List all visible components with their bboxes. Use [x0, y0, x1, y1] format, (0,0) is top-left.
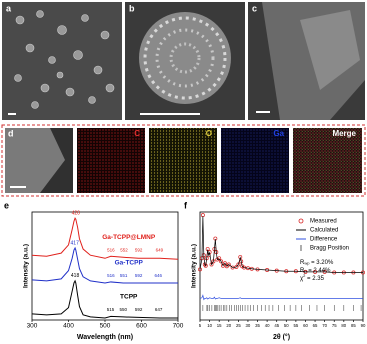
x-tick-label: 25 [236, 323, 241, 328]
x-tick-label: 70 [322, 323, 327, 328]
x-tick-label: 5 [199, 323, 202, 328]
x-tick-label: 90 [361, 323, 366, 328]
series-label: Ga-TCPP@LMNP [102, 234, 156, 241]
peak-label: 418 [71, 273, 80, 279]
profile-line [199, 294, 363, 301]
series-label: Ga-TCPP [115, 260, 144, 267]
x-tick-label: 50 [284, 323, 289, 328]
panel-label: b [129, 3, 135, 13]
peak-label: 550 [119, 307, 127, 312]
panel-label: d [8, 128, 14, 138]
spectrum-line [31, 217, 179, 260]
peak-label: 552 [120, 247, 128, 252]
fit-statistic: χ2 = 2.35 [300, 273, 325, 282]
dashed-frame [1, 124, 366, 197]
stat-symbol: R [300, 268, 305, 274]
stat-subscript: p [304, 269, 307, 274]
legend-marker [298, 218, 304, 224]
stat-subscript: wp [304, 261, 310, 266]
measured-point [236, 262, 241, 267]
x-tick-label: 10 [207, 323, 212, 328]
stat-symbol: R [300, 260, 305, 266]
stat-superscript: 2 [303, 273, 306, 278]
x-tick-label: 75 [332, 323, 337, 328]
measured-point [222, 261, 227, 266]
x-tick-label: 700 [173, 323, 184, 330]
legend-label: Bragg Position [310, 246, 349, 252]
element-label: Merge [332, 129, 356, 138]
stat-symbol: χ [300, 276, 304, 282]
peak-label: 515 [107, 307, 115, 312]
x-tick-label: 600 [136, 323, 147, 330]
element-label: Ga [273, 129, 284, 138]
element-label: O [206, 129, 212, 138]
y-axis-label: Intensity (a.u.) [191, 244, 198, 288]
measured-point [200, 213, 205, 218]
peak-label: 417 [71, 240, 80, 246]
x-tick-label: 300 [27, 323, 38, 330]
panel-label: f [184, 200, 188, 210]
peak-label: 646 [155, 273, 163, 278]
peak-label: 592 [135, 273, 143, 278]
peak-label: 592 [135, 307, 143, 312]
profile-line [199, 216, 363, 273]
x-tick-label: 400 [63, 323, 74, 330]
fit-statistic: Rwp = 3.20% [300, 260, 334, 266]
peak-label: 420 [72, 210, 81, 216]
x-tick-label: 20 [226, 323, 231, 328]
measured-point [221, 263, 225, 268]
mapping-images [5, 128, 362, 193]
stat-value: = 2.35 [305, 276, 324, 282]
measured-point [226, 262, 231, 267]
panel-label: c [252, 3, 257, 13]
fit-statistic: Rp = 2.44% [300, 268, 331, 274]
legend-label: Difference [310, 237, 338, 243]
peak-label: 516 [107, 273, 115, 278]
legend-label: Calculated [310, 228, 338, 234]
x-tick-label: 65 [313, 323, 318, 328]
x-tick-label: 40 [265, 323, 270, 328]
peak-label: 516 [107, 247, 115, 252]
legend-label: Measured [310, 219, 337, 225]
x-tick-label: 45 [274, 323, 279, 328]
x-tick-label: 85 [351, 323, 356, 328]
peak-label: 649 [156, 247, 164, 252]
x-tick-label: 500 [100, 323, 111, 330]
panel-label: e [4, 200, 9, 210]
x-tick-label: 80 [341, 323, 346, 328]
x-axis-label: 2θ (°) [273, 333, 290, 341]
y-axis-label: Intensity (a.u.) [23, 244, 30, 288]
peak-label: 592 [135, 247, 143, 252]
x-axis-label: Wavelength (nm) [77, 334, 133, 341]
sem-image-a [2, 2, 122, 120]
plot-frame [31, 211, 179, 321]
x-tick-label: 60 [303, 323, 308, 328]
measured-point [219, 259, 224, 264]
spectrum-line [31, 279, 178, 319]
stat-value: = 2.44% [307, 268, 332, 274]
panel-label: a [6, 3, 12, 13]
x-tick-label: 30 [246, 323, 251, 328]
series-label: TCPP [120, 294, 138, 301]
stat-value: = 3.20% [309, 260, 334, 266]
element-label: C [134, 129, 140, 138]
sem-image-c [248, 2, 365, 120]
x-tick-label: 15 [217, 323, 222, 328]
peak-label: 647 [155, 307, 163, 312]
spectrum-line [31, 246, 178, 284]
x-tick-label: 35 [255, 323, 260, 328]
measured-point [217, 256, 222, 261]
x-tick-label: 55 [293, 323, 298, 328]
peak-label: 551 [120, 273, 128, 278]
plot-frame [199, 211, 364, 321]
sem-image-b [125, 2, 245, 120]
